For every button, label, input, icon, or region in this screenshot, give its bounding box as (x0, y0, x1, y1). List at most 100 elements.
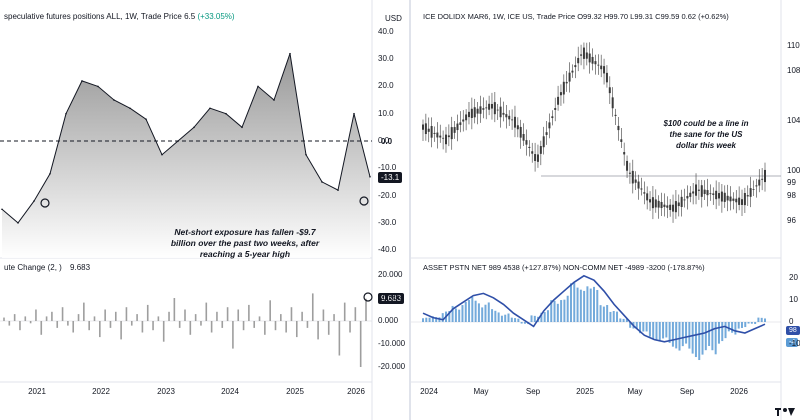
right-upper-y-tick: 104 (787, 115, 800, 125)
right-upper-y-tick: 108 (787, 65, 800, 75)
right-lower-bar (596, 289, 599, 322)
right-candle-body (577, 57, 580, 64)
right-candle-body (715, 190, 718, 200)
right-candle-body (755, 185, 758, 187)
left-lower-bar (178, 321, 181, 328)
right-lower-bar (731, 322, 734, 333)
right-lower-bar (691, 322, 694, 354)
right-lower-y-tick: -10 (789, 339, 800, 348)
right-lower-bar (583, 290, 586, 322)
left-area-point (241, 126, 243, 129)
right-lower-bar (517, 318, 520, 322)
left-lower-bar (3, 317, 5, 321)
left-x-tick: 2021 (28, 387, 46, 396)
right-lower-bar (481, 307, 484, 322)
left-lower-bar (280, 314, 282, 321)
left-lower-y-tick: 20.000 (378, 270, 403, 279)
right-lower-bar (750, 322, 753, 324)
left-x-tick: 2023 (157, 387, 175, 396)
left-lower-bar (327, 321, 330, 335)
right-candle-body (499, 106, 502, 118)
left-lower-bar (184, 309, 186, 321)
left-lower-bar (56, 321, 59, 328)
right-candle-body (439, 135, 442, 138)
right-candle-body (758, 179, 761, 186)
right-lower-y-tick: 20 (789, 273, 798, 282)
left-lower-bar (264, 321, 266, 335)
left-lower-bar (104, 309, 106, 321)
right-lower-bar (754, 322, 757, 325)
right-candle-body (444, 134, 447, 145)
right-lower-bar (573, 282, 576, 322)
right-lower-bar (540, 312, 543, 322)
left-lower-bar (83, 302, 85, 321)
right-lower-bar (458, 309, 461, 322)
left-x-tick: 2022 (92, 387, 110, 396)
right-lower-title: ASSET PSTN NET 989 4538 (+127.87%) NON-C… (423, 263, 705, 272)
right-lower-bar (560, 300, 563, 322)
right-lower-y-tick: 10 (789, 295, 798, 304)
left-lower-bar (248, 304, 250, 321)
left-upper-y-tick: 0.0 (378, 136, 390, 145)
left-lower-bar (285, 321, 287, 333)
left-area-point (305, 153, 307, 156)
right-candle-body (436, 132, 439, 138)
right-lower-bar (550, 300, 553, 322)
left-lower-bar (8, 321, 11, 326)
right-candle-body (614, 114, 617, 116)
right-annotation-line-3: dollar this week (675, 141, 737, 150)
right-chart-panel: ICE DOLIDX MAR6, 1W, ICE US, Trade Price… (411, 0, 800, 420)
right-lower-bar (494, 310, 497, 322)
right-candle-body (752, 189, 755, 190)
left-upper-y-tick: -40.0 (378, 245, 397, 255)
left-area-point (337, 189, 339, 191)
left-marker-circle-2021 (40, 198, 50, 208)
right-candle-body (703, 189, 706, 195)
left-area-point (321, 181, 323, 183)
left-lower-bar (24, 316, 27, 321)
right-candle-body (700, 185, 703, 197)
right-lower-bar (717, 322, 720, 344)
right-candle-body (628, 172, 631, 174)
left-lower-bar (157, 316, 160, 321)
right-lower-bar (645, 322, 648, 332)
right-candle-body (442, 137, 445, 139)
left-lower-title: ute Change (2, ) 9.683 (4, 263, 90, 272)
left-upper-y-tick: -20.0 (378, 190, 397, 200)
right-lower-bar (520, 322, 523, 324)
left-lower-bar (269, 300, 271, 321)
left-chart-panel: speculative futures positions ALL, 1W, T… (0, 0, 406, 420)
left-lower-bar (306, 321, 309, 328)
left-lower-bar (189, 321, 192, 335)
right-lower-bar (668, 322, 671, 343)
right-lower-bar (616, 311, 619, 322)
right-lower-bar (474, 300, 477, 322)
right-candle-body (749, 188, 752, 197)
left-lower-bar (114, 311, 117, 321)
right-candle-body (422, 124, 424, 130)
left-lower-bar (205, 302, 208, 321)
right-candle-body (493, 102, 496, 115)
right-candle-body (488, 103, 491, 110)
right-lower-bar (497, 312, 500, 322)
right-candle-body (720, 191, 723, 202)
left-lower-bar (51, 311, 53, 321)
right-candle-body (508, 115, 511, 120)
right-lower-bar (757, 317, 760, 322)
right-lower-bar (441, 313, 444, 322)
left-area-point (209, 107, 211, 110)
left-lower-bar (19, 321, 21, 331)
right-lower-bar (461, 305, 464, 322)
right-candle-body (453, 127, 456, 133)
left-lower-bar (311, 293, 314, 321)
right-candle-body (672, 204, 675, 212)
left-lower-bar (61, 307, 64, 321)
left-lower-bar (333, 314, 335, 321)
left-title: speculative futures positions ALL, 1W, T… (4, 12, 235, 21)
right-lower-bar (428, 317, 431, 322)
right-lower-bar (711, 322, 714, 351)
right-candle-body (741, 199, 744, 205)
right-annotation-line-1: $100 could be a line in (663, 119, 749, 128)
left-upper-y-tick: -30.0 (378, 217, 397, 227)
right-lower-bar (556, 303, 559, 322)
